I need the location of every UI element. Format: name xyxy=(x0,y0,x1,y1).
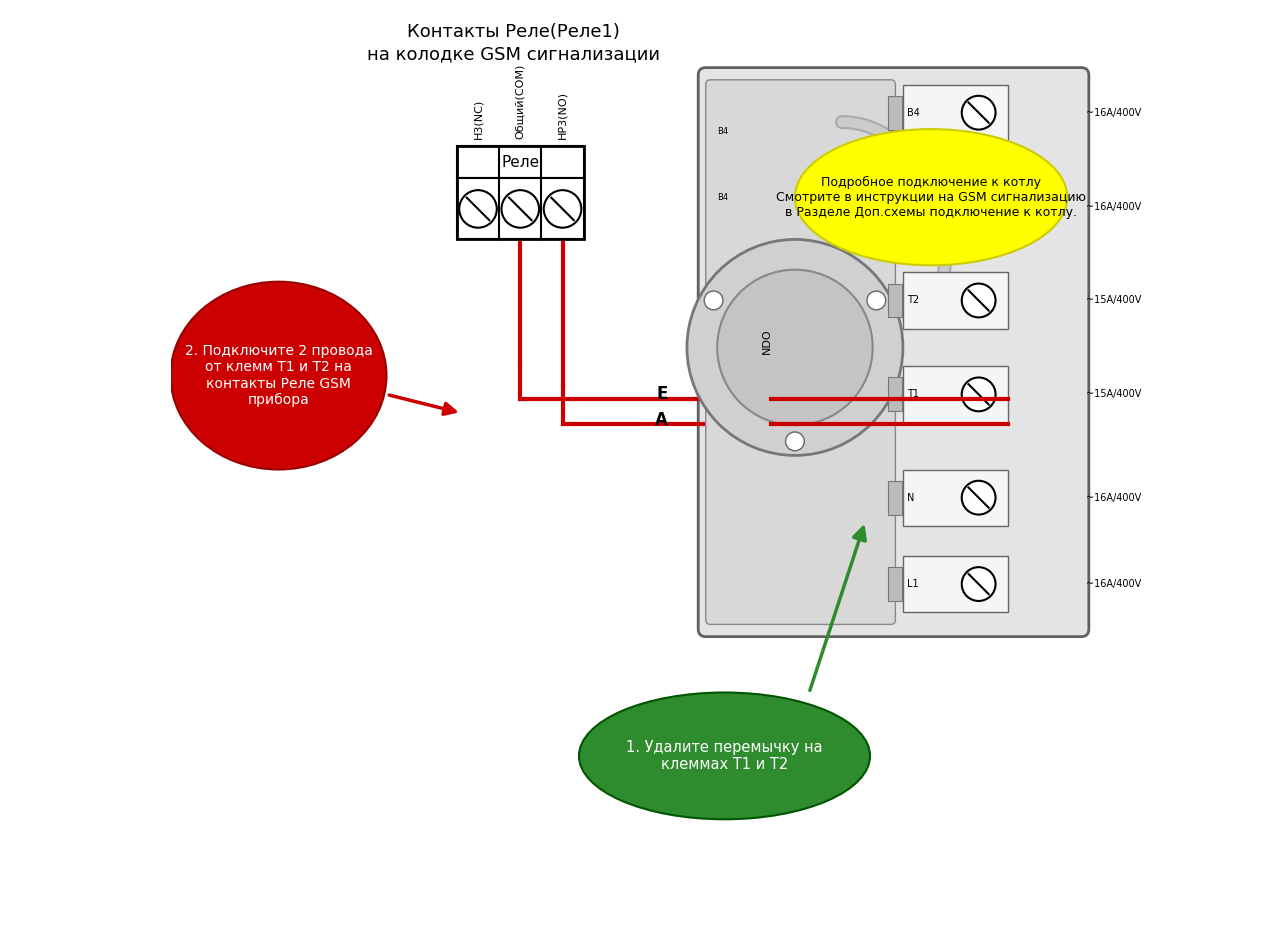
Text: 1. Удалите перемычку на
клеммах Т1 и Т2: 1. Удалите перемычку на клеммах Т1 и Т2 xyxy=(626,740,823,772)
Ellipse shape xyxy=(579,693,870,819)
Circle shape xyxy=(717,269,873,425)
Circle shape xyxy=(460,191,497,228)
Text: ~16A/400V: ~16A/400V xyxy=(1085,202,1142,211)
FancyBboxPatch shape xyxy=(888,96,902,130)
Text: E: E xyxy=(657,385,668,404)
Text: A: A xyxy=(655,410,668,429)
Ellipse shape xyxy=(795,129,1068,265)
Circle shape xyxy=(502,191,539,228)
Text: ~15A/400V: ~15A/400V xyxy=(1085,296,1142,305)
FancyBboxPatch shape xyxy=(902,272,1009,329)
FancyBboxPatch shape xyxy=(888,284,902,317)
Text: T1: T1 xyxy=(906,390,919,399)
Circle shape xyxy=(867,291,886,310)
Circle shape xyxy=(961,377,996,411)
Text: ~16A/400V: ~16A/400V xyxy=(1085,579,1142,589)
Text: ~16A/400V: ~16A/400V xyxy=(1085,493,1142,502)
Circle shape xyxy=(961,481,996,515)
Circle shape xyxy=(961,284,996,317)
FancyBboxPatch shape xyxy=(457,146,584,178)
FancyBboxPatch shape xyxy=(902,556,1009,612)
Text: 2. Подключите 2 провода
от клемм Т1 и Т2 на
контакты Реле GSM
прибора: 2. Подключите 2 провода от клемм Т1 и Т2… xyxy=(184,345,372,407)
Text: B4: B4 xyxy=(906,108,919,117)
Text: Реле: Реле xyxy=(502,155,539,170)
Text: Подробное подключение к котлу
Смотрите в инструкции на GSM сигнализацию
в Раздел: Подробное подключение к котлу Смотрите в… xyxy=(776,176,1087,219)
FancyBboxPatch shape xyxy=(888,481,902,515)
Circle shape xyxy=(687,239,902,455)
Circle shape xyxy=(961,567,996,601)
Text: ~16A/400V: ~16A/400V xyxy=(1085,108,1142,117)
Text: L1: L1 xyxy=(906,579,918,589)
Text: B4: B4 xyxy=(717,192,728,202)
Text: Н3(NC): Н3(NC) xyxy=(474,99,483,139)
Text: N: N xyxy=(906,493,914,502)
FancyBboxPatch shape xyxy=(888,377,902,411)
Text: B4: B4 xyxy=(717,127,728,136)
Circle shape xyxy=(961,190,996,223)
FancyBboxPatch shape xyxy=(902,366,1009,423)
Circle shape xyxy=(961,96,996,130)
Text: Общий(COM): Общий(COM) xyxy=(516,64,525,139)
Circle shape xyxy=(544,191,581,228)
Circle shape xyxy=(704,291,723,310)
FancyBboxPatch shape xyxy=(698,68,1089,637)
FancyBboxPatch shape xyxy=(902,470,1009,526)
Circle shape xyxy=(786,432,804,451)
Text: НР3(NO): НР3(NO) xyxy=(558,91,567,139)
FancyBboxPatch shape xyxy=(902,178,1009,235)
Text: S3: S3 xyxy=(906,202,919,211)
Ellipse shape xyxy=(170,282,387,470)
Text: NDO: NDO xyxy=(762,329,772,354)
FancyBboxPatch shape xyxy=(888,190,902,223)
Text: ~15A/400V: ~15A/400V xyxy=(1085,390,1142,399)
FancyBboxPatch shape xyxy=(902,85,1009,141)
Text: на колодке GSM сигнализации: на колодке GSM сигнализации xyxy=(367,45,659,63)
Text: T2: T2 xyxy=(906,296,919,305)
FancyBboxPatch shape xyxy=(705,80,896,624)
FancyBboxPatch shape xyxy=(888,567,902,601)
FancyBboxPatch shape xyxy=(457,178,584,239)
Text: Контакты Реле(Реле1): Контакты Реле(Реле1) xyxy=(407,23,620,41)
